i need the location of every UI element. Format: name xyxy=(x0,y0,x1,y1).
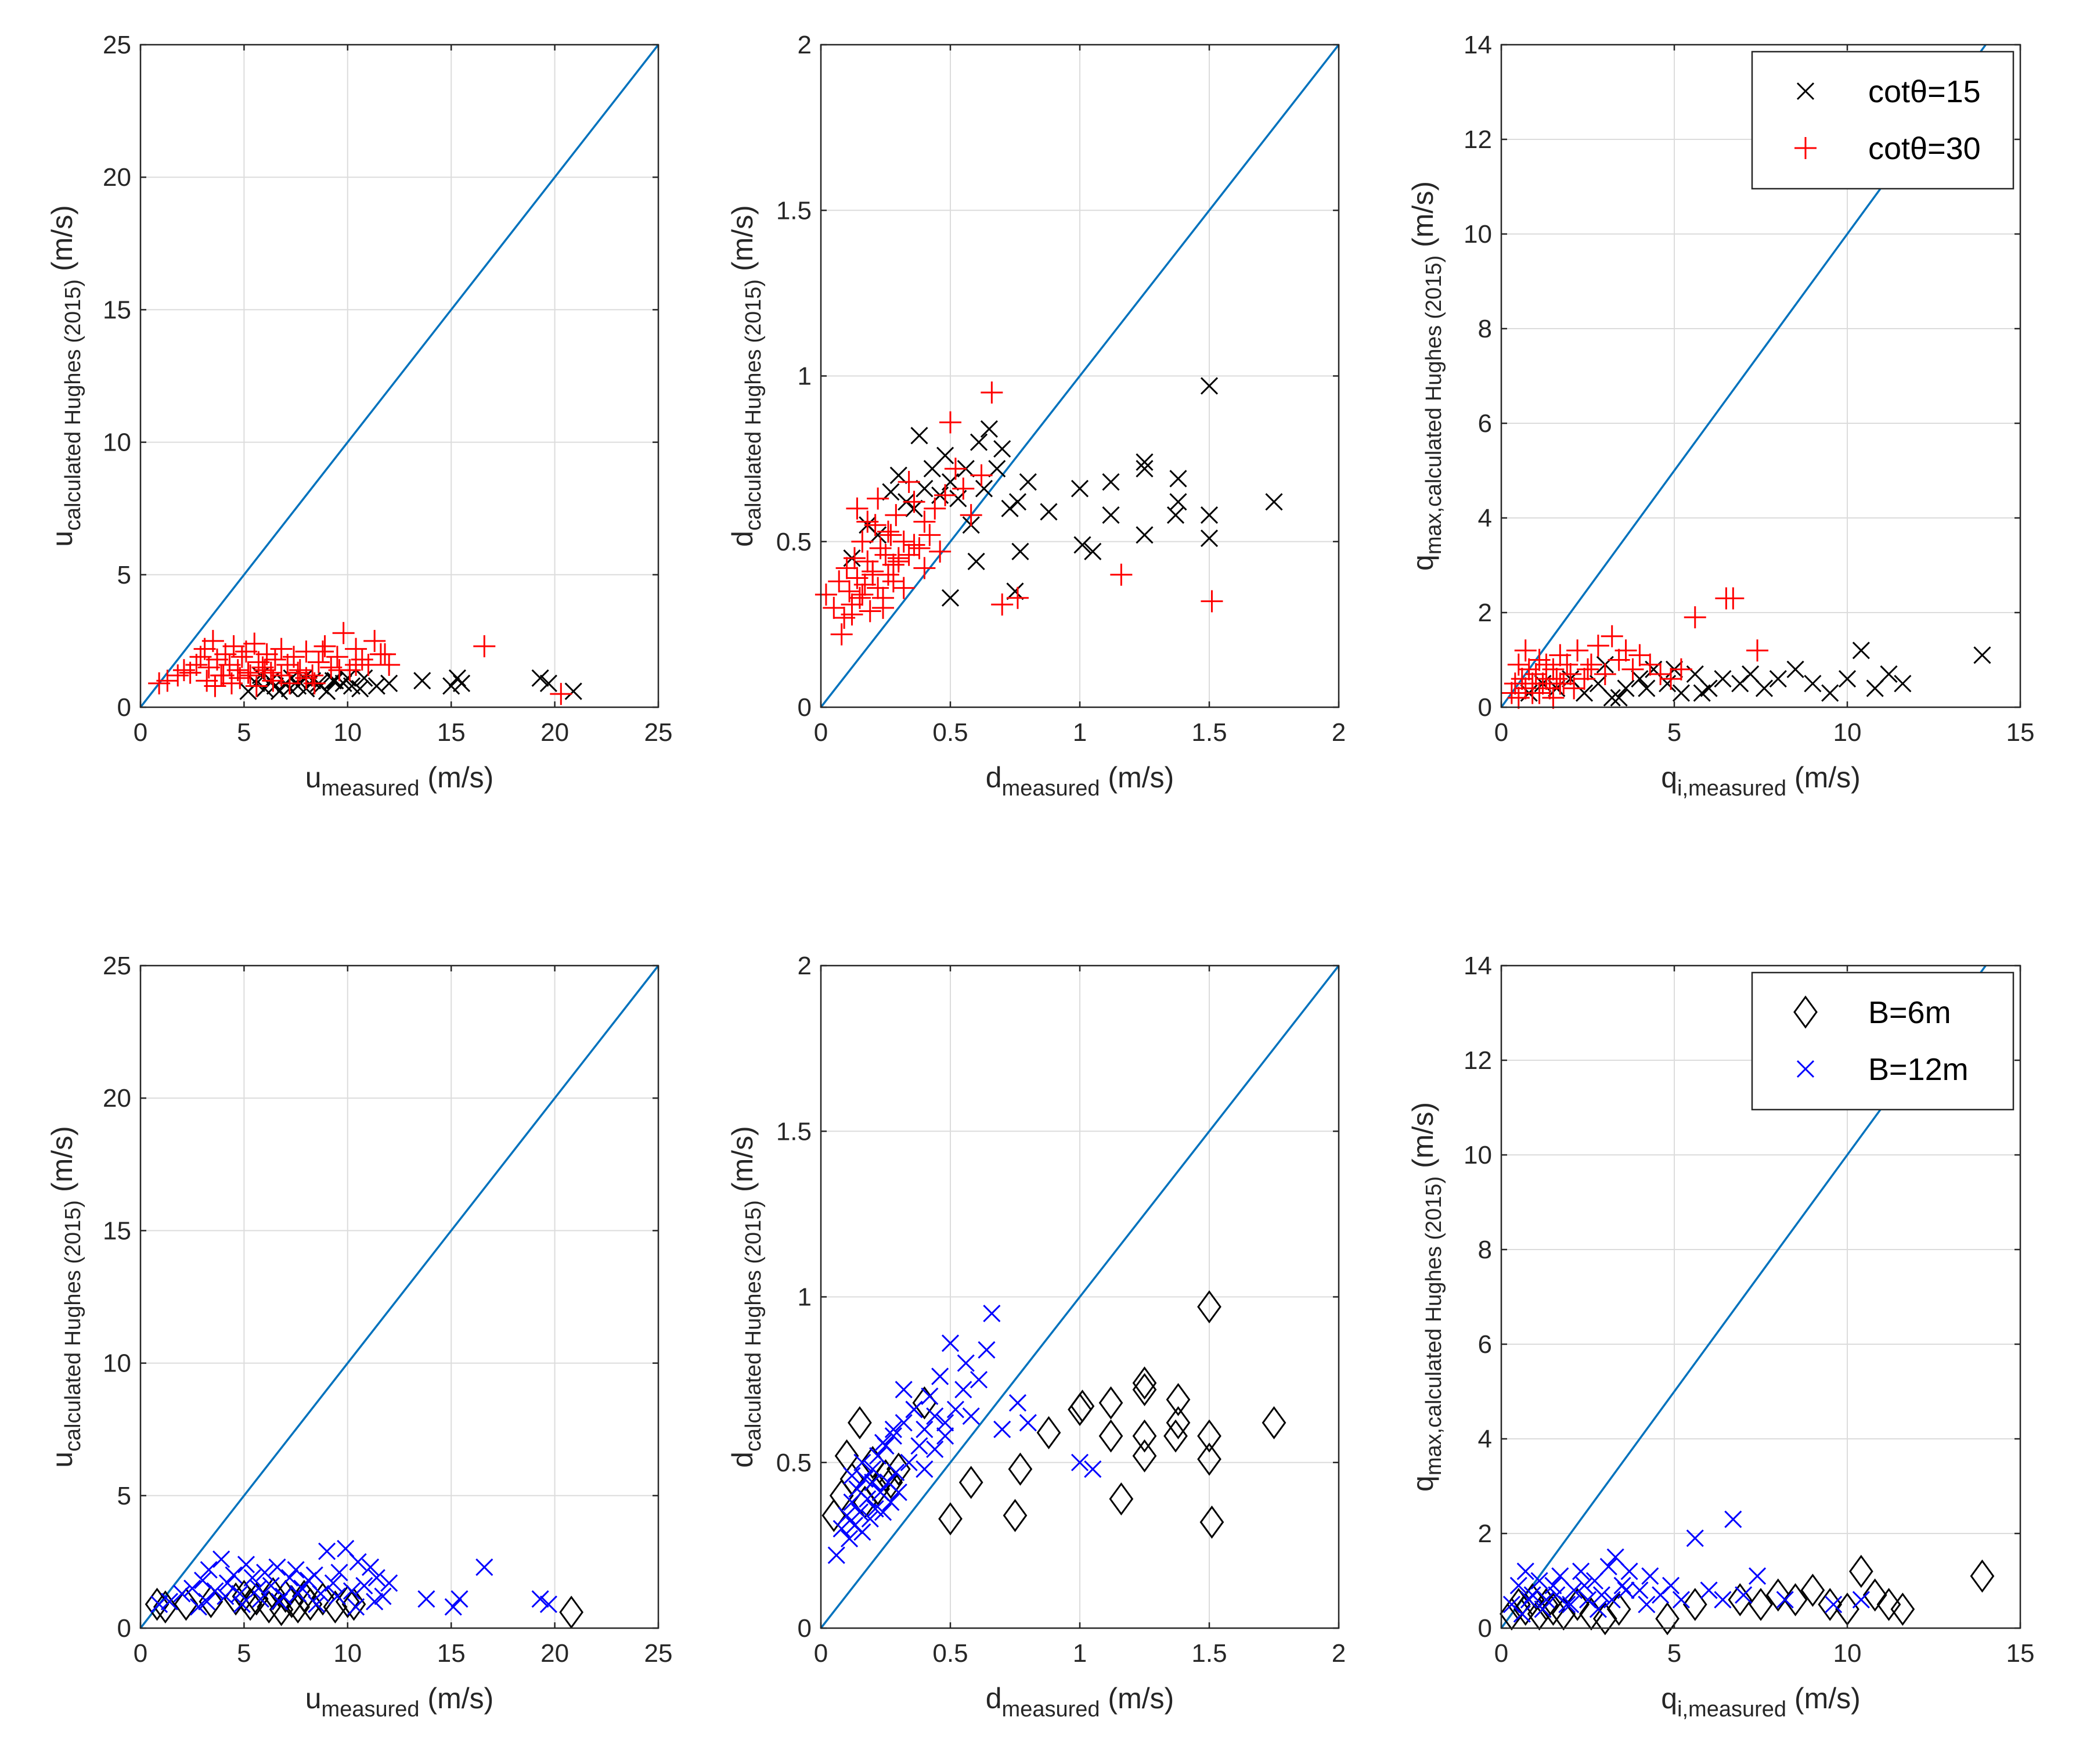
legend-label: cotθ=15 xyxy=(1868,74,1981,109)
x-tick-label: 2 xyxy=(1332,1639,1346,1668)
chart-panel-5: 0 0.5 1 1.5 2 0 0.5 1 1.5 2 dmeasured (m/s) dcalcul… xyxy=(726,952,1346,1722)
x-tick-label: 1 xyxy=(1073,718,1087,747)
x-tick-label: 0 xyxy=(1494,1639,1508,1668)
x-axis-label: dmeasured (m/s) xyxy=(986,761,1174,801)
x-tick-label: 0.5 xyxy=(932,718,968,747)
y-axis-label: ucalculated Hughes (2015) (m/s) xyxy=(46,1126,85,1468)
x-tick-label: 0 xyxy=(1494,718,1508,747)
x-tick-label: 5 xyxy=(237,718,251,747)
y-tick-label: 1.5 xyxy=(776,196,812,225)
legend-label: B=12m xyxy=(1868,1052,1969,1087)
y-axis-label: qmax,calculated Hughes (2015) (m/s) xyxy=(1407,181,1446,571)
x-axis-label: dmeasured (m/s) xyxy=(986,1682,1174,1722)
x-axis-label: umeasured (m/s) xyxy=(305,1682,494,1722)
y-tick-label: 12 xyxy=(1464,1046,1492,1075)
x-tick-label: 15 xyxy=(437,718,466,747)
y-tick-label: 4 xyxy=(1478,1425,1492,1453)
x-tick-label: 10 xyxy=(333,1639,362,1668)
x-tick-label: 5 xyxy=(237,1639,251,1668)
x-tick-label: 10 xyxy=(1833,718,1862,747)
y-tick-label: 5 xyxy=(117,561,131,589)
x-axis-label: umeasured (m/s) xyxy=(305,761,494,801)
x-axis-label: qi,measured (m/s) xyxy=(1661,1682,1861,1722)
legend: cotθ=15 cotθ=30 xyxy=(1752,52,2013,189)
y-tick-label: 0 xyxy=(117,1614,131,1643)
x-tick-label: 0 xyxy=(814,718,828,747)
y-axis-label: ucalculated Hughes (2015) (m/s) xyxy=(46,205,85,547)
y-tick-label: 5 xyxy=(117,1482,131,1510)
y-axis-label: dcalculated Hughes (2015) (m/s) xyxy=(726,1126,766,1468)
x-tick-label: 0 xyxy=(814,1639,828,1668)
x-tick-label: 2 xyxy=(1332,718,1346,747)
y-tick-label: 10 xyxy=(103,1349,131,1378)
y-tick-label: 2 xyxy=(1478,599,1492,627)
chart-panel-2: 0 0.5 1 1.5 2 0 0.5 1 1.5 2 dmeasured (m/s) dcalcul… xyxy=(726,31,1346,801)
y-tick-label: 6 xyxy=(1478,1330,1492,1359)
x-tick-label: 0 xyxy=(134,718,147,747)
x-tick-label: 20 xyxy=(540,1639,569,1668)
y-tick-label: 25 xyxy=(103,952,131,980)
x-axis-label: qi,measured (m/s) xyxy=(1661,761,1861,801)
x-tick-label: 0 xyxy=(134,1639,147,1668)
legend-label: B=6m xyxy=(1868,995,1951,1030)
y-tick-label: 6 xyxy=(1478,409,1492,438)
y-tick-label: 14 xyxy=(1464,952,1492,980)
figure: 0 5 10 15 20 250510152025umeasured (m/s)ucalc… xyxy=(0,0,2083,1764)
legend-box xyxy=(1752,52,2013,189)
y-tick-label: 20 xyxy=(103,1084,131,1113)
y-tick-label: 0.5 xyxy=(776,1449,812,1477)
x-tick-label: 0.5 xyxy=(932,1639,968,1668)
y-tick-label: 10 xyxy=(1464,1141,1492,1169)
legend-box xyxy=(1752,973,2013,1110)
y-tick-label: 25 xyxy=(103,31,131,59)
y-tick-label: 0 xyxy=(117,693,131,722)
y-tick-label: 15 xyxy=(103,1216,131,1245)
x-tick-label: 1 xyxy=(1073,1639,1087,1668)
chart-panel-4: 0 5 10 15 20 25 0 5 10 15 20 25 umeasured (m/s) ucalc… xyxy=(46,952,672,1722)
y-tick-label: 4 xyxy=(1478,504,1492,532)
x-tick-label: 25 xyxy=(644,718,673,747)
y-tick-label: 0 xyxy=(1478,1614,1492,1643)
y-tick-label: 8 xyxy=(1478,315,1492,343)
y-tick-label: 0.5 xyxy=(776,528,812,556)
y-tick-label: 10 xyxy=(103,429,131,457)
y-axis-label: dcalculated Hughes (2015) (m/s) xyxy=(726,205,766,547)
x-tick-label: 10 xyxy=(1833,1639,1862,1668)
y-tick-label: 2 xyxy=(798,31,812,59)
x-tick-label: 5 xyxy=(1667,718,1681,747)
x-tick-label: 15 xyxy=(437,1639,466,1668)
y-tick-label: 1.5 xyxy=(776,1117,812,1146)
chart-panel-3: 0 5 10 15 0 2 4 6 8 10 12 14 qi,measured (m/s) qmax,c… xyxy=(1407,31,2034,801)
legend: B=6m B=12m xyxy=(1752,973,2013,1110)
x-tick-label: 1.5 xyxy=(1191,718,1227,747)
x-tick-label: 15 xyxy=(2006,718,2035,747)
y-tick-label: 2 xyxy=(798,952,812,980)
x-tick-label: 1.5 xyxy=(1191,1639,1227,1668)
x-tick-label: 10 xyxy=(333,718,362,747)
y-tick-label: 1 xyxy=(798,1283,812,1312)
chart-panel-6: 0 5 10 15 0 2 4 6 8 10 12 14 qi,measured (m/s) qmax,c… xyxy=(1407,952,2034,1722)
x-tick-label: 15 xyxy=(2006,1639,2035,1668)
x-tick-label: 5 xyxy=(1667,1639,1681,1668)
y-tick-label: 15 xyxy=(103,296,131,324)
x-tick-label: 20 xyxy=(540,718,569,747)
y-tick-label: 10 xyxy=(1464,220,1492,249)
y-tick-label: 12 xyxy=(1464,125,1492,154)
y-tick-label: 1 xyxy=(798,362,812,391)
y-tick-label: 2 xyxy=(1478,1520,1492,1548)
y-tick-label: 0 xyxy=(798,1614,812,1643)
y-tick-label: 8 xyxy=(1478,1236,1492,1264)
y-tick-label: 20 xyxy=(103,163,131,192)
y-tick-label: 0 xyxy=(1478,693,1492,722)
chart-panel-1: 0 5 10 15 20 25 0 5 10 15 20 25 umeasured (m/s) ucalc… xyxy=(46,31,672,801)
legend-label: cotθ=30 xyxy=(1868,131,1981,166)
y-tick-label: 14 xyxy=(1464,31,1492,59)
x-tick-label: 25 xyxy=(644,1639,673,1668)
y-axis-label: qmax,calculated Hughes (2015) (m/s) xyxy=(1407,1102,1446,1492)
y-tick-label: 0 xyxy=(798,693,812,722)
